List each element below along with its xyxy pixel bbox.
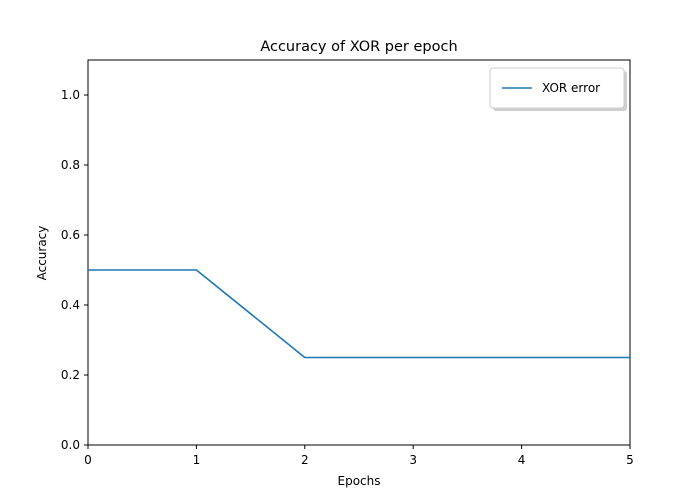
x-tick-label: 4 — [518, 453, 526, 467]
x-tick-label: 0 — [84, 453, 92, 467]
y-tick-label: 0.6 — [61, 228, 80, 242]
y-tick-label: 0.4 — [61, 298, 80, 312]
y-axis-label: Accuracy — [35, 226, 49, 281]
y-tick-label: 0.0 — [61, 438, 80, 452]
x-tick-label: 5 — [626, 453, 634, 467]
legend-label: XOR error — [542, 81, 600, 95]
plot-area — [88, 60, 630, 445]
axes-frame — [87, 59, 631, 446]
series-line — [87, 269, 631, 359]
x-tick-label: 1 — [193, 453, 201, 467]
x-tick-label: 2 — [301, 453, 309, 467]
x-tick-label: 3 — [409, 453, 417, 467]
x-axis-label: Epochs — [338, 474, 381, 488]
y-tick-label: 1.0 — [61, 88, 80, 102]
legend-box — [489, 67, 625, 109]
y-tick-label: 0.2 — [61, 368, 80, 382]
y-tick-label: 0.8 — [61, 158, 80, 172]
chart-title: Accuracy of XOR per epoch — [260, 39, 457, 55]
